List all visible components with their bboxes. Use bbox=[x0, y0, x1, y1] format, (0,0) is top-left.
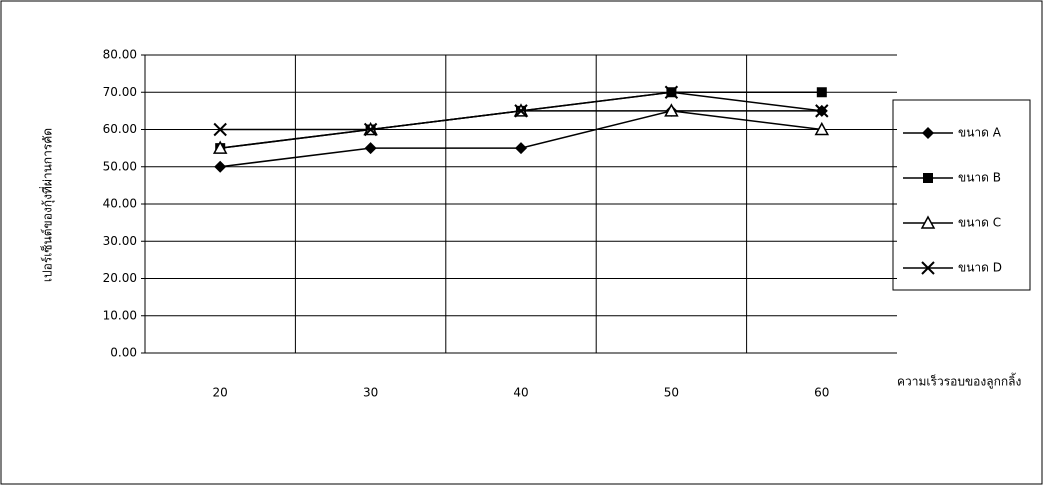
y-tick-label: 40.00 bbox=[103, 197, 137, 211]
legend-label: ขนาด C bbox=[958, 216, 1001, 230]
legend-label: ขนาด D bbox=[958, 261, 1002, 275]
x-tick-label: 50 bbox=[664, 386, 679, 400]
y-tick-label: 30.00 bbox=[103, 234, 137, 248]
x-tick-label: 60 bbox=[814, 386, 829, 400]
x-tick-label: 30 bbox=[363, 386, 378, 400]
x-axis-label: ความเร็วรอบของลูกกลิ้ง bbox=[897, 373, 1021, 390]
y-tick-label: 70.00 bbox=[103, 85, 137, 99]
chart: เปอร์เซ็นต์ของกุ้งที่ผ่านการคัด ความเร็ว… bbox=[0, 0, 1045, 486]
y-tick-label: 80.00 bbox=[103, 48, 137, 62]
y-tick-label: 10.00 bbox=[103, 308, 137, 322]
y-axis-label: เปอร์เซ็นต์ของกุ้งที่ผ่านการคัด bbox=[39, 128, 56, 282]
x-tick-label: 20 bbox=[213, 386, 228, 400]
y-tick-label: 0.00 bbox=[110, 346, 137, 360]
marker bbox=[923, 173, 933, 183]
y-tick-label: 60.00 bbox=[103, 122, 137, 136]
y-tick-label: 20.00 bbox=[103, 271, 137, 285]
y-tick-label: 50.00 bbox=[103, 159, 137, 173]
marker bbox=[817, 87, 827, 97]
chart-border bbox=[1, 1, 1042, 484]
legend-label: ขนาด A bbox=[958, 126, 1002, 140]
x-tick-label: 40 bbox=[513, 386, 528, 400]
legend-label: ขนาด B bbox=[958, 171, 1001, 185]
